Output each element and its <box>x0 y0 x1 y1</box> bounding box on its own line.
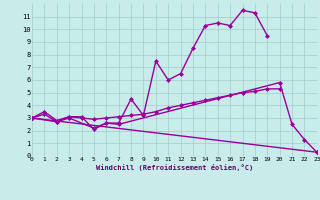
X-axis label: Windchill (Refroidissement éolien,°C): Windchill (Refroidissement éolien,°C) <box>96 164 253 171</box>
